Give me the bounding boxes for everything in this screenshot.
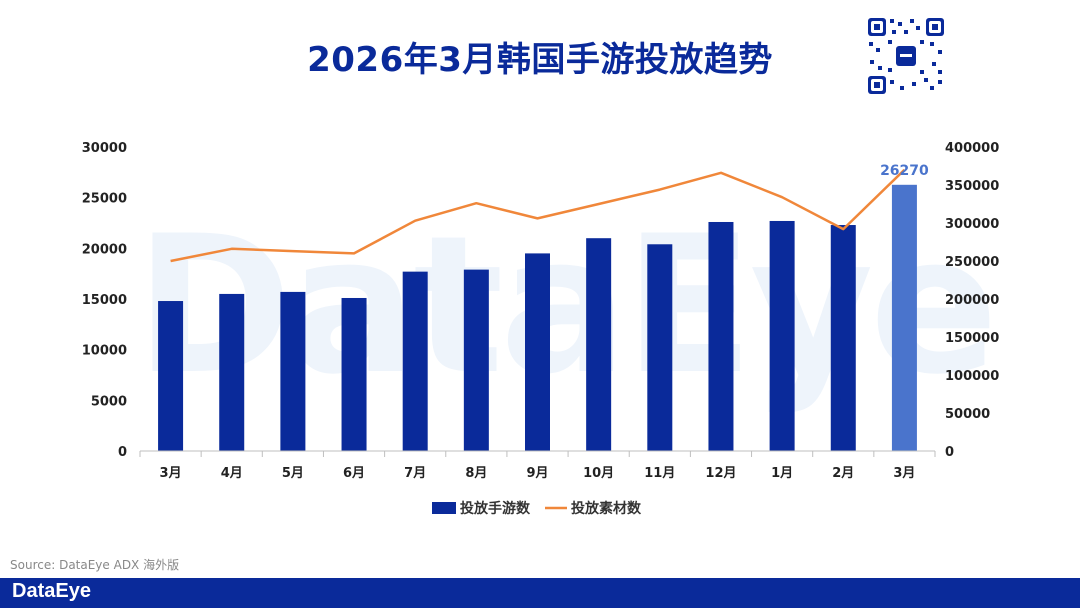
bar bbox=[280, 291, 306, 451]
y-right-tick-label: 200000 bbox=[945, 293, 999, 308]
y-left-tick-label: 0 bbox=[118, 445, 127, 460]
y-right-tick-label: 250000 bbox=[945, 255, 999, 270]
bar bbox=[586, 238, 612, 451]
x-tick-label: 5月 bbox=[282, 466, 304, 481]
x-tick-label: 10月 bbox=[583, 466, 614, 481]
bar bbox=[158, 301, 184, 451]
x-tick-label: 12月 bbox=[705, 466, 736, 481]
y-left-tick-label: 20000 bbox=[82, 242, 127, 257]
bar bbox=[341, 297, 367, 451]
bar bbox=[463, 269, 489, 451]
x-tick-label: 9月 bbox=[526, 466, 548, 481]
bar bbox=[708, 221, 734, 451]
bar bbox=[402, 271, 428, 451]
legend-label-line: 投放素材数 bbox=[571, 500, 642, 517]
legend-label-bars: 投放手游数 bbox=[460, 500, 531, 517]
y-left-tick-label: 15000 bbox=[82, 293, 127, 308]
footer-brand: DataEye bbox=[12, 580, 91, 602]
series-line bbox=[170, 168, 906, 263]
qr-code bbox=[866, 16, 946, 96]
y-left-tick-label: 10000 bbox=[82, 344, 127, 359]
y-left-tick-label: 5000 bbox=[91, 394, 127, 409]
x-tick-label: 8月 bbox=[465, 466, 487, 481]
y-right-tick-label: 150000 bbox=[945, 331, 999, 346]
chart: 26270 0500010000150002000025000300000500… bbox=[82, 141, 1000, 517]
bar bbox=[891, 184, 917, 451]
bar bbox=[647, 244, 673, 451]
y-left-tick-label: 25000 bbox=[82, 192, 127, 207]
data-label: 26270 bbox=[880, 163, 929, 179]
y-right-tick-label: 350000 bbox=[945, 179, 999, 194]
x-tick-label: 4月 bbox=[221, 466, 243, 481]
footer-bar: DataEye bbox=[0, 578, 1080, 608]
y-left-tick-label: 30000 bbox=[82, 141, 127, 156]
y-right-tick-label: 400000 bbox=[945, 141, 999, 156]
x-tick-label: 7月 bbox=[404, 466, 426, 481]
y-right-tick-label: 100000 bbox=[945, 369, 999, 384]
legend-swatch-bars bbox=[432, 502, 456, 514]
bar bbox=[830, 225, 856, 451]
x-tick-label: 11月 bbox=[644, 466, 675, 481]
y-right-tick-label: 0 bbox=[945, 445, 954, 460]
x-tick-label: 6月 bbox=[343, 466, 365, 481]
x-tick-label: 3月 bbox=[160, 466, 182, 481]
x-tick-label: 1月 bbox=[771, 466, 793, 481]
page-title: 2026年3月韩国手游投放趋势 bbox=[307, 40, 773, 80]
y-right-tick-label: 50000 bbox=[945, 407, 990, 422]
source-note: Source: DataEye ADX 海外版 bbox=[10, 558, 180, 572]
x-tick-label: 3月 bbox=[893, 466, 915, 481]
x-tick-label: 2月 bbox=[832, 466, 854, 481]
y-right-tick-label: 300000 bbox=[945, 217, 999, 232]
bar bbox=[219, 293, 245, 451]
bar bbox=[525, 253, 550, 451]
bar bbox=[769, 220, 795, 451]
